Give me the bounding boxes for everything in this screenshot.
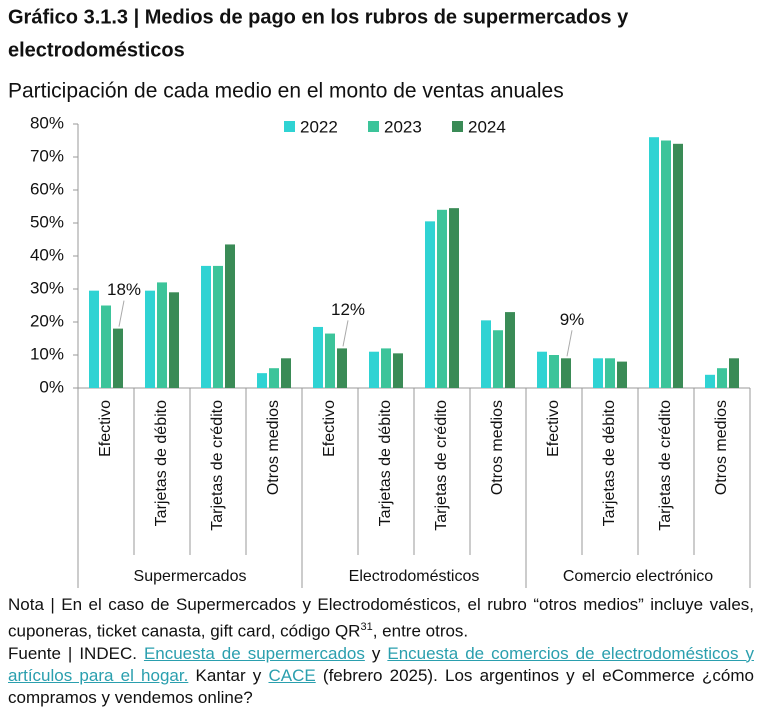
leader-line: [118, 300, 125, 327]
x-tick-label: Efectivo: [321, 400, 338, 457]
y-tick-label: 80%: [30, 113, 64, 132]
group-label: Electrodomésticos: [349, 568, 480, 585]
bar: [649, 137, 659, 388]
bar: [201, 265, 211, 388]
leader-line: [342, 320, 349, 347]
source-text: y: [364, 643, 388, 663]
bar: [337, 348, 347, 388]
bar: [325, 333, 335, 388]
value-label: 12%: [331, 300, 365, 319]
bar: [369, 351, 379, 388]
bar: [661, 140, 671, 388]
group-label: Supermercados: [134, 568, 247, 585]
bar: [437, 209, 447, 388]
y-tick-label: 0%: [39, 377, 64, 396]
bar: [561, 358, 571, 388]
bar: [225, 244, 235, 388]
x-tick-label: Efectivo: [97, 400, 114, 457]
y-tick-label: 40%: [30, 245, 64, 264]
bar: [213, 265, 223, 388]
bar: [717, 368, 727, 388]
legend-label: 2023: [384, 117, 422, 136]
bar: [157, 282, 167, 388]
x-tick-label: Otros medios: [713, 400, 730, 495]
y-tick-label: 70%: [30, 146, 64, 165]
source-link[interactable]: Encuesta de comercios de electrodoméstic…: [8, 643, 754, 685]
y-tick-label: 60%: [30, 179, 64, 198]
x-tick-label: Efectivo: [545, 400, 562, 457]
bar: [269, 368, 279, 388]
chart: Gráfico 3.1.3 | Medios de pago en los ru…: [8, 6, 751, 588]
note-text: , entre otros.: [372, 621, 469, 641]
note: Nota | En el caso de Supermercados y Ele…: [8, 594, 754, 643]
note-text: Nota | En el caso de Supermercados y Ele…: [8, 595, 754, 641]
bar: [673, 143, 683, 388]
chart-subtitle: Participación de cada medio en el monto …: [8, 80, 564, 103]
bar: [393, 353, 403, 388]
value-label: 18%: [107, 280, 141, 299]
bar: [257, 373, 267, 388]
x-tick-label: Tarjetas de débito: [601, 400, 618, 526]
leader-line: [566, 330, 573, 357]
x-tick-label: Otros medios: [265, 400, 282, 495]
legend-swatch: [284, 121, 295, 132]
bar: [593, 358, 603, 388]
bar: [169, 292, 179, 388]
bar: [605, 358, 615, 388]
x-tick-label: Tarjetas de crédito: [209, 400, 226, 531]
source-text: Kantar y: [188, 665, 269, 685]
source-text: Fuente | INDEC.: [8, 643, 144, 663]
notes: Nota | En el caso de Supermercados y Ele…: [8, 594, 754, 709]
bar: [381, 348, 391, 388]
bar: [537, 351, 547, 388]
footnote-ref: 31: [360, 621, 373, 633]
bar: [101, 305, 111, 388]
bar: [113, 328, 123, 388]
y-tick-label: 20%: [30, 311, 64, 330]
group-label: Comercio electrónico: [563, 568, 713, 585]
bar: [505, 312, 515, 388]
x-tick-label: Tarjetas de débito: [377, 400, 394, 526]
bar: [705, 374, 715, 388]
bar: [145, 290, 155, 388]
y-tick-label: 30%: [30, 278, 64, 297]
bar: [313, 326, 323, 388]
source-link[interactable]: Encuesta de supermercados: [143, 643, 365, 663]
bar: [89, 290, 99, 388]
bar: [425, 221, 435, 388]
x-tick-label: Tarjetas de débito: [153, 400, 170, 526]
x-tick-label: Tarjetas de crédito: [657, 400, 674, 531]
value-label: 9%: [560, 310, 585, 329]
bar: [729, 358, 739, 388]
legend-label: 2022: [300, 117, 338, 136]
bar: [281, 358, 291, 388]
bar: [481, 320, 491, 388]
bar: [617, 361, 627, 388]
source-link[interactable]: CACE: [268, 665, 316, 685]
legend-swatch: [368, 121, 379, 132]
x-tick-label: Tarjetas de crédito: [433, 400, 450, 531]
chart-title: Gráfico 3.1.3 | Medios de pago en los ru…: [8, 6, 629, 28]
x-tick-label: Otros medios: [489, 400, 506, 495]
bar: [493, 330, 503, 388]
source: Fuente | INDEC. Encuesta de supermercado…: [8, 643, 754, 709]
legend-label: 2024: [468, 117, 506, 136]
bar: [549, 355, 559, 388]
source-text: (febrero 2025). Los argentinos y el eCom…: [8, 665, 754, 707]
y-tick-label: 50%: [30, 212, 64, 231]
legend-swatch: [452, 121, 463, 132]
chart-title: electrodomésticos: [8, 39, 185, 61]
y-tick-label: 10%: [30, 344, 64, 363]
bar: [449, 208, 459, 388]
